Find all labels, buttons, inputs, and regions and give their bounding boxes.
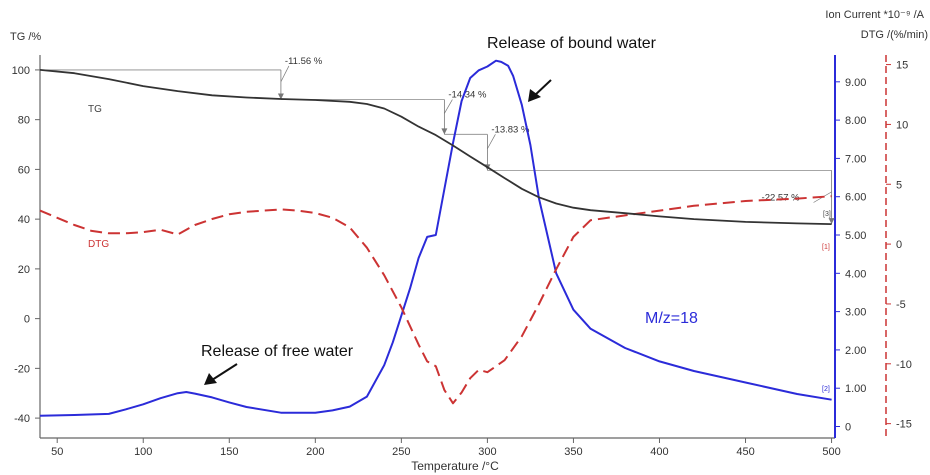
mz-series-label: M/z=18 bbox=[645, 310, 698, 327]
dtg-tick-label: 10 bbox=[896, 119, 908, 131]
tg-axis-title: TG /% bbox=[10, 31, 41, 43]
tg-step-label: -11.56 % bbox=[285, 56, 323, 67]
x-tick-label: 500 bbox=[822, 446, 840, 458]
dtg-tick-label: 0 bbox=[896, 239, 902, 251]
tg-end-marker: [3] bbox=[823, 211, 831, 218]
tg-tick-label: -20 bbox=[14, 363, 30, 375]
ion-tick-label: 2.00 bbox=[845, 345, 866, 357]
ion-series-line bbox=[39, 59, 832, 417]
x-tick-label: 300 bbox=[478, 446, 496, 458]
tg-step-markers: -11.56 % -14.34 % -13.83 % -22.57 % bbox=[40, 56, 835, 225]
ion-tick-label: 9.00 bbox=[845, 77, 866, 89]
free-water-annotation: Release of free water bbox=[201, 343, 354, 360]
x-tick-label: 250 bbox=[392, 446, 410, 458]
tg-step-label: -13.83 % bbox=[491, 124, 530, 135]
x-tick-label: 100 bbox=[134, 446, 152, 458]
x-axis-title: Temperature /°C bbox=[411, 459, 499, 473]
ion-axis-title: Ion Current *10⁻⁹ /A bbox=[825, 9, 924, 21]
free-water-arrow bbox=[204, 363, 238, 385]
ion-tick-label: 4.00 bbox=[845, 268, 866, 280]
series-lines bbox=[39, 59, 832, 417]
x-tick-label: 50 bbox=[51, 446, 63, 458]
ion-end-marker: [2] bbox=[822, 386, 830, 393]
tg-step-label: -22.57 % bbox=[762, 192, 801, 203]
dtg-tick-label: -5 bbox=[896, 299, 906, 311]
x-tick-label: 200 bbox=[306, 446, 324, 458]
ion-tick-label: 0 bbox=[845, 422, 851, 434]
dtg-tick-label: 15 bbox=[896, 60, 908, 72]
ion-tick-label: 3.00 bbox=[845, 307, 866, 319]
x-tick-label: 450 bbox=[736, 446, 754, 458]
tg-step-arrowhead bbox=[441, 128, 448, 135]
tg-tick-label: 60 bbox=[18, 164, 30, 176]
tg-tick-label: 40 bbox=[18, 214, 30, 226]
ion-tick-label: 1.00 bbox=[845, 383, 866, 395]
ion-tick-label: 8.00 bbox=[845, 115, 866, 127]
dtg-tick-label: -15 bbox=[896, 419, 912, 431]
ion-tick-label: 6.00 bbox=[845, 192, 866, 204]
tg-step-leader bbox=[487, 134, 496, 149]
tg-tick-label: 100 bbox=[12, 65, 30, 77]
axis-ticks: 50 100 150 200 250 300 350 400 450 50010080604020… bbox=[12, 60, 912, 458]
tg-step-arrowhead bbox=[828, 218, 835, 225]
dtg-axis-title: DTG /(%/min) bbox=[861, 29, 928, 41]
bound-water-arrow bbox=[528, 79, 552, 102]
ion-tick-label: 7.00 bbox=[845, 153, 866, 165]
dtg-end-marker: [1] bbox=[822, 244, 830, 251]
tg-series-label: TG bbox=[88, 104, 102, 115]
x-tick-label: 400 bbox=[650, 446, 668, 458]
tg-tick-label: -40 bbox=[14, 413, 30, 425]
bound-water-annotation: Release of bound water bbox=[487, 35, 657, 52]
tg-tick-label: 0 bbox=[24, 314, 30, 326]
tg-series-line bbox=[39, 69, 832, 225]
tg-tick-label: 20 bbox=[18, 264, 30, 276]
plot-frame bbox=[39, 55, 887, 439]
dtg-tick-label: 5 bbox=[896, 179, 902, 191]
tg-step-label: -14.34 % bbox=[448, 90, 487, 101]
tg-step-leader bbox=[280, 65, 290, 82]
dtg-tick-label: -10 bbox=[896, 359, 912, 371]
tg-step-leader bbox=[444, 99, 453, 114]
tg-tick-label: 80 bbox=[18, 115, 30, 127]
x-tick-label: 350 bbox=[564, 446, 582, 458]
tg-step-arrowhead bbox=[277, 93, 284, 100]
dtg-series-line bbox=[39, 195, 832, 405]
x-tick-label: 150 bbox=[220, 446, 238, 458]
ion-tick-label: 5.00 bbox=[845, 230, 866, 242]
dtg-series-label: DTG bbox=[88, 239, 109, 250]
